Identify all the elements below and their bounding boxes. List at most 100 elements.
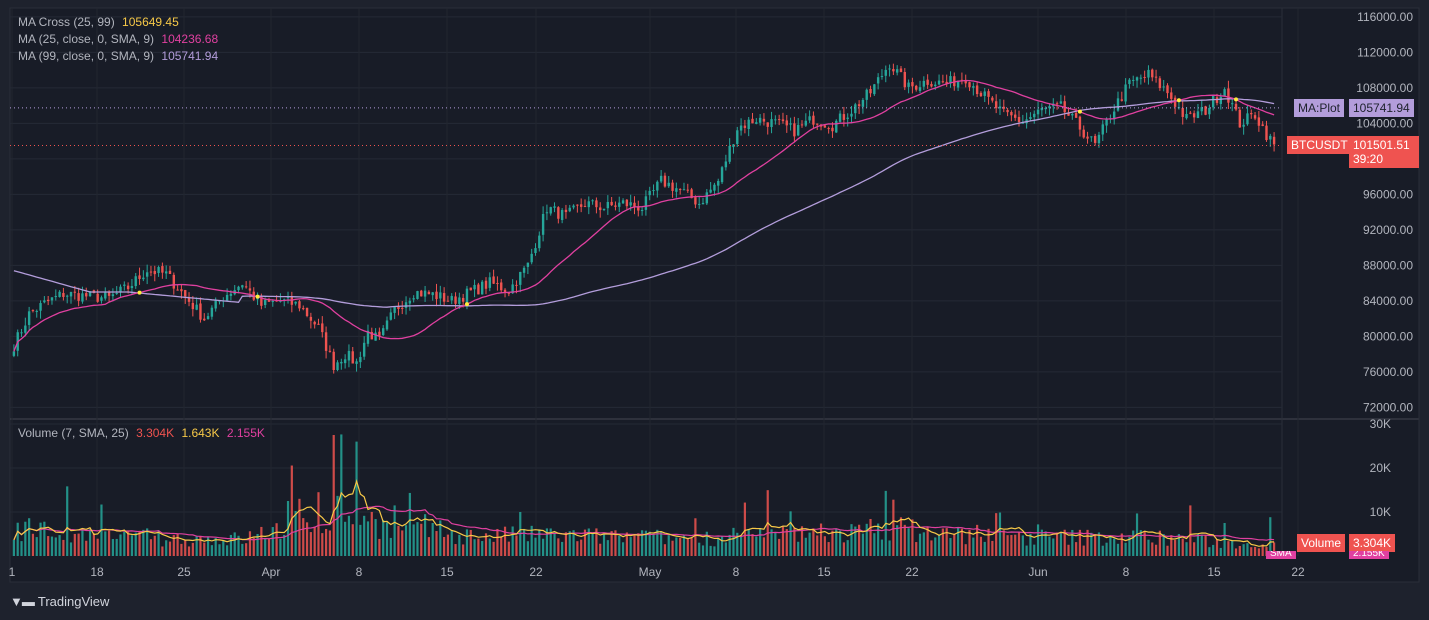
volume-bar — [77, 533, 80, 556]
candle-body — [1006, 109, 1009, 113]
candle-body — [538, 235, 541, 249]
candle-body — [435, 291, 438, 300]
candle-body — [785, 120, 788, 126]
volume-ma-value-tag: 2.155K — [1349, 551, 1389, 559]
plot-background — [9, 7, 1420, 583]
candle-body — [648, 190, 651, 196]
candle-body — [229, 293, 233, 296]
price-tick-label: 92000.00 — [1363, 223, 1413, 237]
candle-body — [1242, 124, 1245, 127]
candle-body — [549, 207, 552, 214]
volume-legend[interactable]: Volume (7, SMA, 25) 3.304K 1.643K 2.155K — [18, 426, 269, 440]
candle-body — [519, 271, 522, 285]
volume-bar — [138, 530, 141, 556]
candle-body — [199, 303, 202, 320]
candle-body — [58, 291, 61, 298]
volume-bar — [865, 523, 868, 556]
candle-body — [926, 79, 929, 85]
volume-bar — [229, 534, 233, 556]
candle-body — [1189, 112, 1192, 114]
candle-body — [1132, 79, 1135, 81]
candle-body — [149, 271, 153, 273]
volume-bar — [846, 540, 849, 556]
volume-bar — [1147, 539, 1150, 556]
candle-body — [663, 175, 667, 187]
candle-body — [484, 280, 488, 289]
candle-body — [808, 116, 811, 121]
volume-bar — [526, 541, 529, 556]
candle-body — [1223, 89, 1226, 97]
price-tick-label: 72000.00 — [1363, 400, 1413, 414]
candle-body — [994, 101, 998, 109]
volume-bar — [313, 526, 316, 556]
candle-body — [172, 274, 176, 289]
volume-bar — [1109, 536, 1112, 556]
candle-body — [378, 331, 381, 337]
volume-bar — [1242, 544, 1245, 556]
candle-body — [705, 192, 709, 204]
brand[interactable]: ▼▬ TradingView — [10, 594, 109, 609]
candle-body — [713, 184, 716, 191]
volume-bar — [705, 531, 708, 556]
candle-body — [621, 200, 625, 204]
volume-bar — [720, 536, 724, 556]
volume-bar — [195, 535, 198, 556]
legend-ma-cross-label: MA Cross (25, 99) — [18, 15, 115, 29]
volume-bar — [454, 544, 457, 556]
volume-bar — [340, 434, 343, 556]
candle-body — [934, 84, 937, 87]
volume-bar — [73, 533, 76, 556]
volume-bar — [762, 537, 766, 556]
volume-bar — [176, 533, 179, 556]
time-tick-label: 15 — [817, 565, 831, 579]
volume-bar — [233, 532, 236, 556]
volume-bar — [1002, 530, 1005, 556]
candle-body — [736, 130, 739, 144]
volume-bar — [199, 536, 202, 556]
legend-ma99[interactable]: MA (99, close, 0, SMA, 9) 105741.94 — [18, 48, 222, 65]
volume-bar — [39, 522, 42, 556]
price-tick-label: 104000.00 — [1356, 116, 1413, 130]
volume-bar — [823, 536, 826, 556]
candle-body — [1253, 115, 1257, 119]
candle-body — [180, 289, 183, 292]
candle-body — [313, 321, 316, 325]
volume-tick-label: 10K — [1370, 505, 1391, 519]
volume-bar — [614, 530, 617, 556]
time-tick-label: May — [639, 565, 662, 579]
volume-bar — [1219, 547, 1222, 556]
candle-body — [1265, 125, 1268, 141]
legend-ma25[interactable]: MA (25, close, 0, SMA, 9) 104236.68 — [18, 31, 222, 48]
volume-bar — [344, 521, 347, 556]
candle-body — [602, 208, 606, 210]
candle-body — [1033, 113, 1036, 118]
legend-ma-cross[interactable]: MA Cross (25, 99) 105649.45 — [18, 14, 222, 31]
volume-value-tag: 3.304K — [1349, 534, 1396, 552]
time-tick-label: 1 — [9, 565, 16, 579]
volume-bar — [1036, 524, 1040, 556]
volume-bar — [964, 544, 967, 556]
candle-body — [427, 291, 431, 295]
candle-body — [686, 189, 689, 191]
volume-bar — [553, 532, 556, 556]
volume-legend-v1: 3.304K — [136, 426, 175, 440]
candle-body — [126, 285, 130, 290]
candle-body — [66, 295, 69, 297]
candle-body — [1055, 103, 1059, 105]
volume-bar — [359, 524, 362, 556]
candle-body — [1257, 117, 1261, 126]
volume-bar — [393, 505, 396, 556]
volume-bar — [542, 538, 545, 556]
volume-bar — [248, 531, 252, 556]
candle-body — [728, 145, 731, 162]
volume-bar — [187, 546, 191, 556]
candle-body — [694, 197, 697, 205]
candle-body — [153, 270, 156, 275]
candle-body — [1158, 78, 1162, 89]
volume-bar — [545, 528, 549, 556]
candle-body — [701, 202, 705, 205]
volume-bar — [739, 535, 743, 556]
volume-bar — [1154, 544, 1158, 556]
